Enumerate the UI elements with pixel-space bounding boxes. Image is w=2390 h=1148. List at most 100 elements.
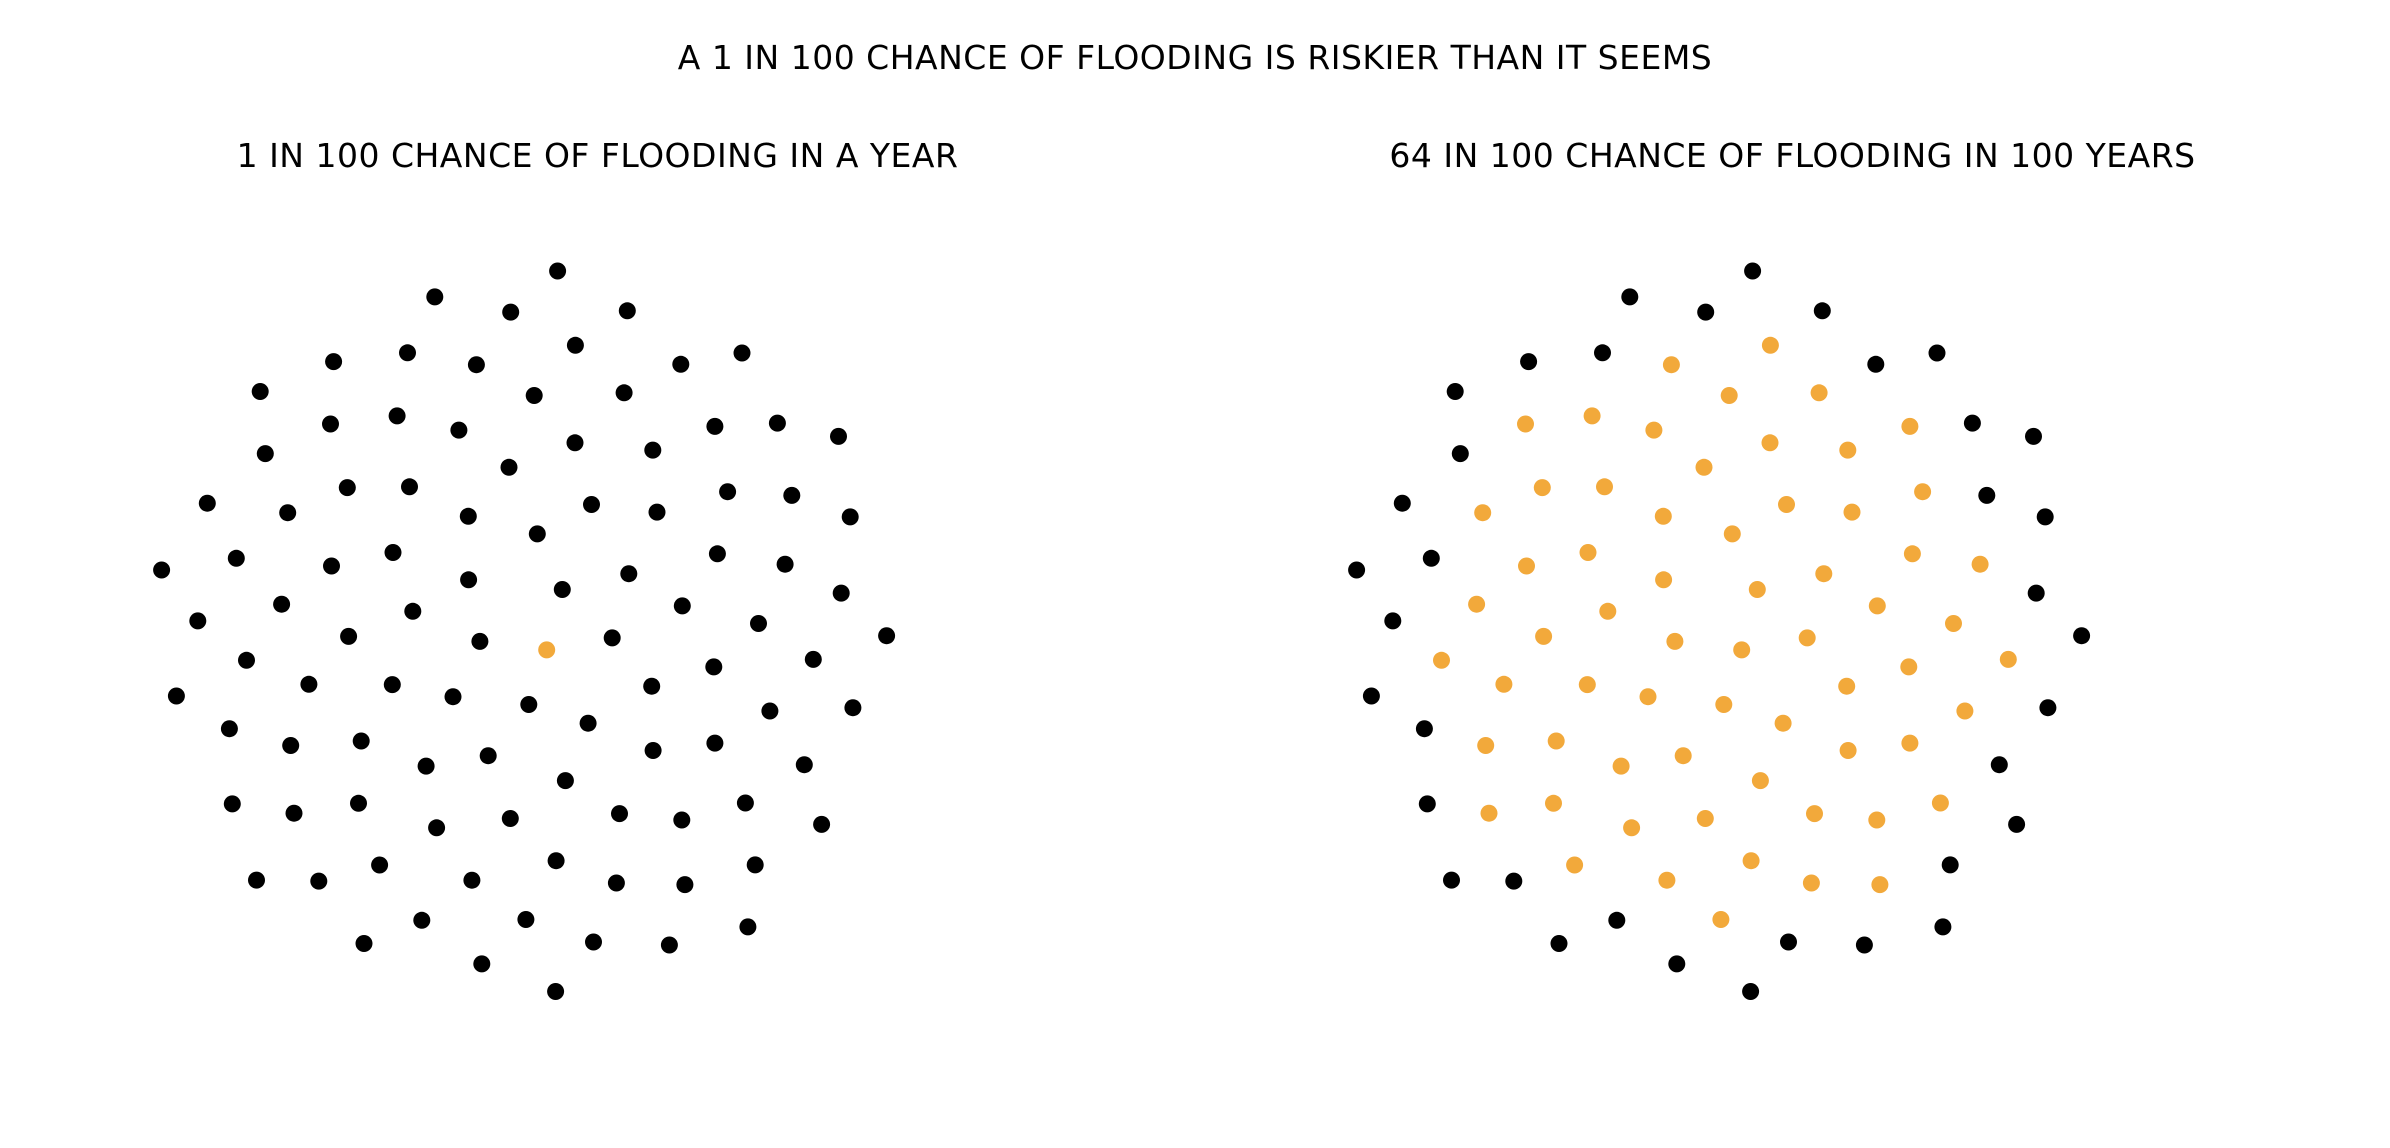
dot	[1855, 936, 1873, 954]
flooded-dot	[1900, 658, 1918, 676]
flooded-dot	[1666, 632, 1684, 650]
dot	[502, 303, 520, 321]
dot	[517, 911, 535, 928]
flooded-dot	[1868, 597, 1886, 615]
flooded-dot	[1596, 478, 1613, 496]
dot	[1978, 486, 1996, 504]
dot	[719, 483, 737, 501]
dot	[841, 508, 859, 526]
dot	[167, 687, 185, 705]
flooded-dot	[1956, 702, 1974, 720]
dot	[401, 478, 418, 496]
dot	[413, 911, 431, 929]
flooded-dot	[1871, 876, 1889, 894]
flooded-dot	[1674, 747, 1692, 765]
flooded-dot	[1645, 421, 1663, 439]
dot	[1742, 983, 1760, 1000]
dot	[706, 734, 724, 752]
dot	[676, 876, 694, 894]
dot	[673, 597, 691, 615]
right-panel-title: 64 IN 100 CHANCE OF FLOODING IN 100 YEAR…	[1389, 136, 2196, 175]
dot	[672, 355, 690, 373]
dot	[471, 632, 489, 650]
dot	[2027, 584, 2045, 602]
dot	[761, 702, 779, 720]
dot	[804, 650, 822, 668]
dot	[566, 434, 584, 452]
flooded-dot	[1914, 483, 1932, 501]
dot	[660, 936, 678, 954]
dot	[795, 756, 813, 774]
flooded-dot	[1662, 356, 1680, 374]
dot	[460, 571, 478, 589]
dot	[2025, 427, 2042, 445]
flooded-dot	[1535, 627, 1553, 645]
flooded-dot	[1517, 415, 1534, 433]
dot	[2073, 627, 2091, 645]
dot	[251, 383, 269, 400]
dot	[1415, 720, 1433, 738]
dot	[2008, 815, 2026, 833]
flooded-dot	[1802, 874, 1820, 892]
dot	[620, 565, 638, 583]
dot	[1928, 344, 1946, 362]
dot	[227, 549, 245, 567]
flooded-dot	[1733, 641, 1751, 659]
dot	[1446, 383, 1464, 400]
flooded-dot	[1806, 805, 1823, 823]
flooded-dot	[1696, 810, 1714, 827]
flooded-dot	[1761, 336, 1779, 354]
dot	[746, 856, 764, 874]
dot	[673, 811, 691, 829]
dot	[1418, 795, 1436, 813]
flooded-dot	[1839, 742, 1857, 759]
flooded-dot	[1468, 595, 1486, 613]
flooded-dot	[1778, 496, 1795, 513]
flooded-dot	[1712, 911, 1730, 928]
dot	[547, 852, 565, 870]
dot	[520, 696, 538, 713]
dot	[1362, 687, 1380, 705]
dot	[1505, 872, 1523, 890]
dot	[618, 302, 636, 320]
dot	[844, 699, 862, 717]
flooded-dot	[1578, 676, 1596, 694]
dot	[813, 815, 831, 833]
flooded-dot	[1931, 794, 1949, 812]
dot	[300, 675, 318, 693]
dot	[832, 584, 850, 602]
dot	[525, 387, 543, 404]
flooded-dot	[1474, 504, 1492, 522]
flooded-dot	[1654, 507, 1672, 525]
dot	[1422, 549, 1440, 567]
dot	[553, 581, 571, 598]
dot	[399, 344, 416, 362]
dot	[1780, 933, 1797, 951]
flooded-dot	[1999, 650, 2017, 668]
dot	[220, 720, 238, 738]
flooded-dot	[1838, 677, 1856, 695]
dot	[830, 427, 847, 445]
dot	[1963, 414, 1981, 432]
flooded-dot	[1433, 651, 1450, 669]
dot	[352, 732, 370, 750]
dot	[1621, 288, 1639, 306]
flooded-dot	[1623, 819, 1641, 837]
dot	[404, 602, 422, 620]
left-panel-title: 1 IN 100 CHANCE OF FLOODING IN A YEAR	[236, 136, 959, 175]
dot	[248, 871, 265, 889]
flooded-dot	[1566, 856, 1584, 874]
flooded-dot	[1599, 602, 1617, 620]
flooded-dot	[1971, 555, 1989, 573]
dot	[878, 627, 896, 645]
dot	[388, 407, 406, 425]
flooded-dot	[1545, 794, 1562, 812]
flooded-dot	[1579, 544, 1597, 561]
flooded-dot	[1658, 871, 1676, 889]
dot	[444, 688, 462, 706]
flooded-dot	[1810, 384, 1828, 402]
flooded-dot	[1720, 387, 1738, 404]
right-dot-panel	[1348, 262, 2091, 1000]
flooded-dot	[1723, 525, 1741, 543]
dot	[643, 677, 661, 695]
